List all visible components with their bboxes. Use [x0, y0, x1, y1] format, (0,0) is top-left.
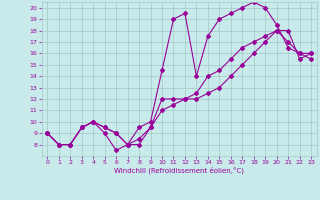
X-axis label: Windchill (Refroidissement éolien,°C): Windchill (Refroidissement éolien,°C): [114, 167, 244, 174]
